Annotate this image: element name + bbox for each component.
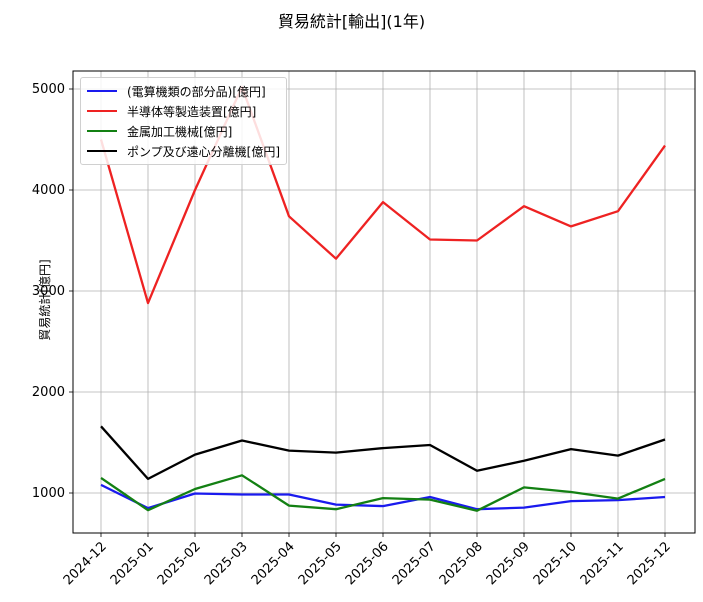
legend-item: 金属加工機械[億円] (87, 121, 280, 141)
series-line-2 (100, 474, 666, 512)
legend-label: (電算機類の部分品)[億円] (127, 84, 266, 99)
series-line-3 (100, 425, 666, 481)
y-tick-label: 2000 (32, 385, 65, 400)
x-tick-label: 2025-08 (437, 539, 486, 588)
x-tick-label: 2025-06 (343, 539, 392, 588)
legend-item: ポンプ及び遠心分離機[億円] (87, 141, 280, 161)
y-tick-label: 3000 (32, 284, 65, 299)
chart-title: 貿易統計[輸出](1年) (277, 12, 426, 31)
x-tick-label: 2025-12 (625, 539, 674, 588)
x-tick-label: 2025-02 (155, 539, 204, 588)
x-tick-label: 2025-09 (484, 539, 533, 588)
y-axis-label: 貿易統計[億円] (38, 259, 53, 341)
x-tick-label: 2025-04 (249, 539, 298, 588)
plot-frame (72, 70, 696, 534)
y-tick-label: 5000 (32, 82, 65, 97)
x-tick-label: 2025-03 (202, 539, 251, 588)
legend-swatch (87, 109, 117, 113)
x-tick-label: 2025-11 (578, 539, 627, 588)
x-tick-label: 2025-07 (390, 539, 439, 588)
y-tick-label: 4000 (32, 183, 65, 198)
x-tick-label: 2025-05 (296, 539, 345, 588)
legend-label: 金属加工機械[億円] (127, 124, 233, 139)
legend-label: 半導体等製造装置[億円] (127, 104, 257, 119)
x-tick-label: 2025-10 (531, 539, 580, 588)
x-tick-label: 2025-01 (108, 539, 157, 588)
y-tick-label: 1000 (32, 486, 65, 501)
legend-item: (電算機類の部分品)[億円] (87, 81, 280, 101)
legend-swatch (87, 149, 117, 153)
legend-swatch (87, 89, 117, 93)
legend-item: 半導体等製造装置[億円] (87, 101, 280, 121)
legend: (電算機類の部分品)[億円] 半導体等製造装置[億円] 金属加工機械[億円] ポンプ及… (80, 77, 288, 165)
series-line-0 (100, 483, 666, 511)
x-tick-label: 2024-12 (61, 539, 110, 588)
legend-swatch (87, 129, 117, 133)
legend-label: ポンプ及び遠心分離機[億円] (127, 144, 281, 159)
series-line-1 (99, 85, 666, 305)
